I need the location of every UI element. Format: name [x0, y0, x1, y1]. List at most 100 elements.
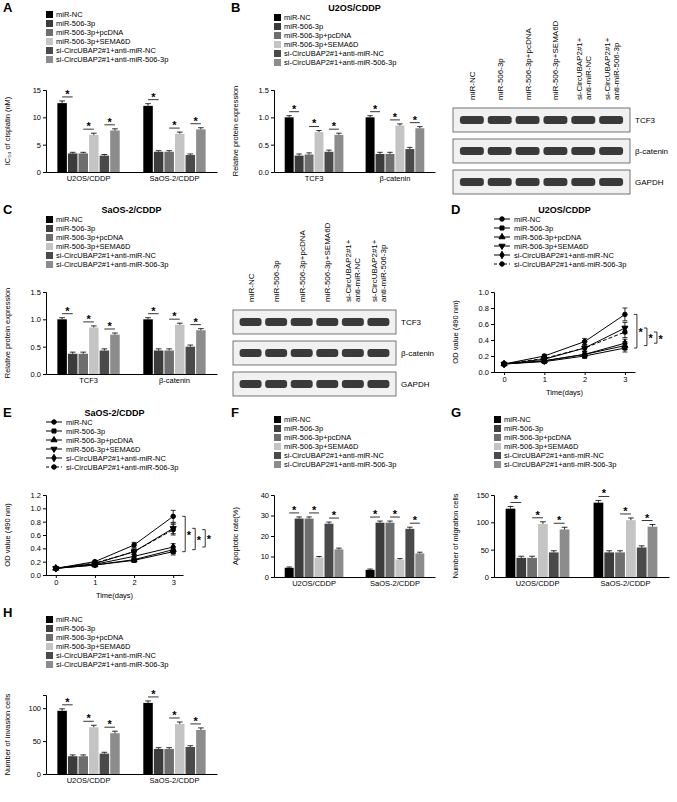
- y-tick: 0: [485, 573, 494, 582]
- y-tick-mark: [491, 522, 494, 523]
- x-axis: U2OS/CDDPSaOS-2/CDDP: [495, 578, 670, 589]
- error-cap: [198, 127, 204, 128]
- significance-label: *: [207, 533, 212, 545]
- lane-label: si-CircUBAP2#1+: [603, 37, 612, 100]
- lane-label: si-CircUBAP2#1+: [344, 239, 353, 302]
- y-tick: 0.6: [479, 320, 494, 329]
- legend-label: si-CircUBAP2#1+anti-miR-506-3p: [284, 460, 396, 469]
- x-tick: 3: [172, 575, 176, 587]
- y-tick-label: 0.0: [259, 168, 269, 177]
- y-tick: 0.8: [31, 518, 46, 527]
- y-tick-mark: [43, 495, 46, 496]
- error-cap: [187, 345, 193, 346]
- x-axis: U2OS/CDDPSaOS-2/CDDP: [275, 578, 436, 589]
- significance-label: *: [86, 313, 91, 325]
- legend-label: miR-506-3p: [514, 224, 553, 233]
- row-label: GAPDH: [635, 178, 664, 187]
- error-cap: [551, 550, 557, 551]
- bar: [110, 733, 120, 774]
- error-cap: [91, 325, 97, 326]
- bar: [405, 149, 414, 172]
- x-tick: β-catenin: [379, 174, 410, 183]
- plot-area: [501, 308, 628, 368]
- error-cap: [102, 348, 108, 349]
- y-tick-label: 0: [265, 573, 269, 582]
- y-tick-mark: [271, 145, 274, 146]
- point: [54, 566, 59, 571]
- y-tick-mark: [271, 536, 274, 537]
- blot-band: [367, 349, 389, 357]
- error-cap: [166, 348, 172, 349]
- bar: [285, 568, 294, 577]
- panel: AmiR-NCmiR-506-3pmiR-506-3p+pcDNAmiR-506…: [3, 0, 218, 183]
- y-tick: 0.0: [31, 370, 46, 379]
- legend-marker: [499, 244, 505, 249]
- panel-label: E: [3, 405, 12, 420]
- legend-label: si-CircUBAP2#1+anti-miR-506-3p: [284, 58, 396, 67]
- x-tick: U2OS/CDDP: [67, 174, 111, 183]
- y-tick: 1.5: [259, 86, 274, 95]
- error-cap: [70, 352, 76, 353]
- axis-line: [47, 374, 218, 375]
- bar: [154, 350, 164, 374]
- significance-label: *: [172, 709, 177, 721]
- point: [171, 527, 176, 532]
- axis-line: [47, 575, 184, 576]
- lane-label: miR-506-3p+SEMA6D: [323, 222, 332, 302]
- x-tick-label: SaOS-2/CDDP: [600, 579, 650, 588]
- bar: [527, 558, 537, 577]
- y-tick-label: 0.0: [479, 368, 489, 377]
- y-tick: 50: [481, 546, 494, 555]
- legend-label: miR-506-3p+SEMA6D: [56, 242, 131, 251]
- legend-entry: miR-NC: [494, 215, 541, 224]
- error-cap: [582, 338, 587, 339]
- y-tick-mark: [271, 90, 274, 91]
- lane-label: miR-506-3p+pcDNA: [524, 28, 533, 100]
- x-axis-title: Time(days): [546, 388, 584, 397]
- bar: [164, 152, 174, 172]
- blot-band: [291, 380, 313, 388]
- error-cap: [156, 348, 162, 349]
- significance-label: *: [623, 505, 628, 517]
- chart-title: SaOS-2/CDDP: [101, 205, 161, 215]
- blot-frame: [453, 170, 630, 194]
- y-axis: 0.00.20.40.60.81.01.2: [31, 491, 47, 580]
- point: [502, 360, 506, 367]
- lane-label: miR-506-3p+SEMA6D: [551, 20, 560, 100]
- bar: [516, 558, 526, 577]
- legend-label: miR-NC: [56, 10, 83, 19]
- legend-swatch: [46, 661, 53, 668]
- x-tick-label: 2: [132, 578, 136, 587]
- legend-entry: miR-506-3p: [46, 19, 95, 28]
- y-tick: 0: [265, 573, 274, 582]
- y-tick-mark: [43, 508, 46, 509]
- legend-label: miR-506-3p+SEMA6D: [514, 242, 589, 251]
- y-tick: 100: [28, 704, 46, 713]
- error-cap: [316, 130, 321, 131]
- error-cap: [156, 150, 162, 151]
- legend-label: miR-506-3p: [504, 424, 543, 433]
- point: [171, 543, 175, 550]
- blot-band: [460, 116, 484, 124]
- y-tick-mark: [43, 708, 46, 709]
- bar: [305, 519, 314, 577]
- y-tick-label: 0.8: [479, 304, 489, 313]
- error-cap: [417, 126, 422, 127]
- legend-marker: [52, 465, 57, 470]
- legend-swatch: [494, 452, 501, 459]
- error-cap: [650, 524, 656, 525]
- legend-entry: miR-506-3p+pcDNA: [46, 233, 123, 242]
- y-tick-mark: [43, 117, 46, 118]
- error-cap: [622, 352, 627, 353]
- blot-band: [460, 178, 484, 186]
- x-tick: TCF3: [79, 376, 98, 385]
- error-cap: [70, 152, 76, 153]
- legend-swatch: [494, 434, 501, 441]
- error-cap: [529, 556, 535, 557]
- y-tick: 30: [261, 511, 274, 520]
- error-cap: [296, 153, 301, 154]
- x-tick-label: TCF3: [305, 174, 324, 183]
- legend-marker: [500, 251, 504, 258]
- y-tick-mark: [491, 356, 494, 357]
- legend-entry: si-CircUBAP2#1+anti-miR-506-3p: [494, 260, 626, 269]
